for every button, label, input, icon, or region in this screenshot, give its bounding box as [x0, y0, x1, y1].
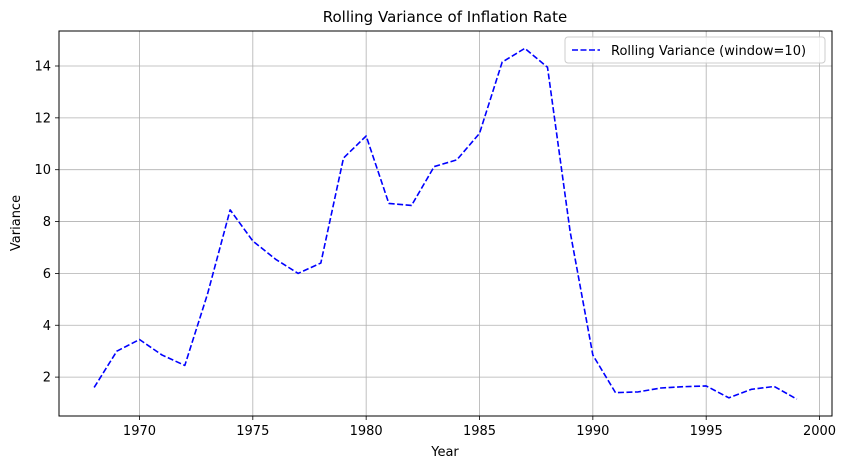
x-tick-label: 1975: [236, 424, 269, 439]
y-tick-label: 14: [34, 60, 51, 75]
y-tick-label: 8: [43, 215, 51, 230]
y-axis-label: Variance: [9, 195, 24, 251]
x-tick-label: 1970: [123, 424, 156, 439]
y-tick-label: 4: [43, 319, 51, 334]
y-tick-label: 2: [43, 371, 51, 386]
x-axis-label: Year: [430, 445, 459, 460]
x-tick-label: 2000: [803, 424, 836, 439]
x-tick-label: 1990: [576, 424, 609, 439]
chart-title: Rolling Variance of Inflation Rate: [323, 8, 567, 26]
grid: [59, 31, 832, 416]
y-tick-label: 10: [34, 163, 51, 178]
plot-area-frame: [59, 31, 832, 416]
x-tick-label: 1985: [463, 424, 496, 439]
legend-label: Rolling Variance (window=10): [611, 44, 806, 59]
x-tick-label: 1995: [690, 424, 723, 439]
y-tick-label: 12: [34, 111, 51, 126]
y-tick-label: 6: [43, 267, 51, 282]
legend: Rolling Variance (window=10): [565, 37, 825, 63]
axis-ticks: 1970 1975 1980 1985 1990 1995 2000 2 4 6 8 10 12 14: [34, 60, 836, 440]
series-line-0: [94, 48, 797, 399]
series-layer: [94, 48, 797, 399]
x-tick-label: 1980: [350, 424, 383, 439]
